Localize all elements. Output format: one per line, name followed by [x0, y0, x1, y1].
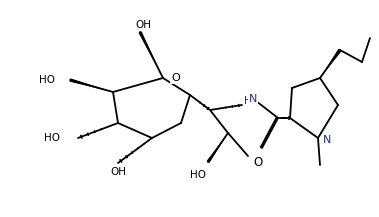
Text: N: N: [249, 94, 257, 104]
Text: O: O: [171, 73, 180, 83]
Text: OH: OH: [135, 20, 151, 30]
Text: HO: HO: [39, 75, 55, 85]
Text: HO: HO: [190, 170, 206, 180]
Text: N: N: [323, 135, 331, 145]
Polygon shape: [69, 78, 113, 92]
Text: OH: OH: [110, 167, 126, 177]
Text: H: H: [244, 96, 252, 106]
Text: HO: HO: [44, 133, 60, 143]
Polygon shape: [320, 49, 341, 78]
Polygon shape: [207, 133, 228, 163]
Polygon shape: [138, 31, 163, 78]
Text: O: O: [254, 156, 263, 169]
